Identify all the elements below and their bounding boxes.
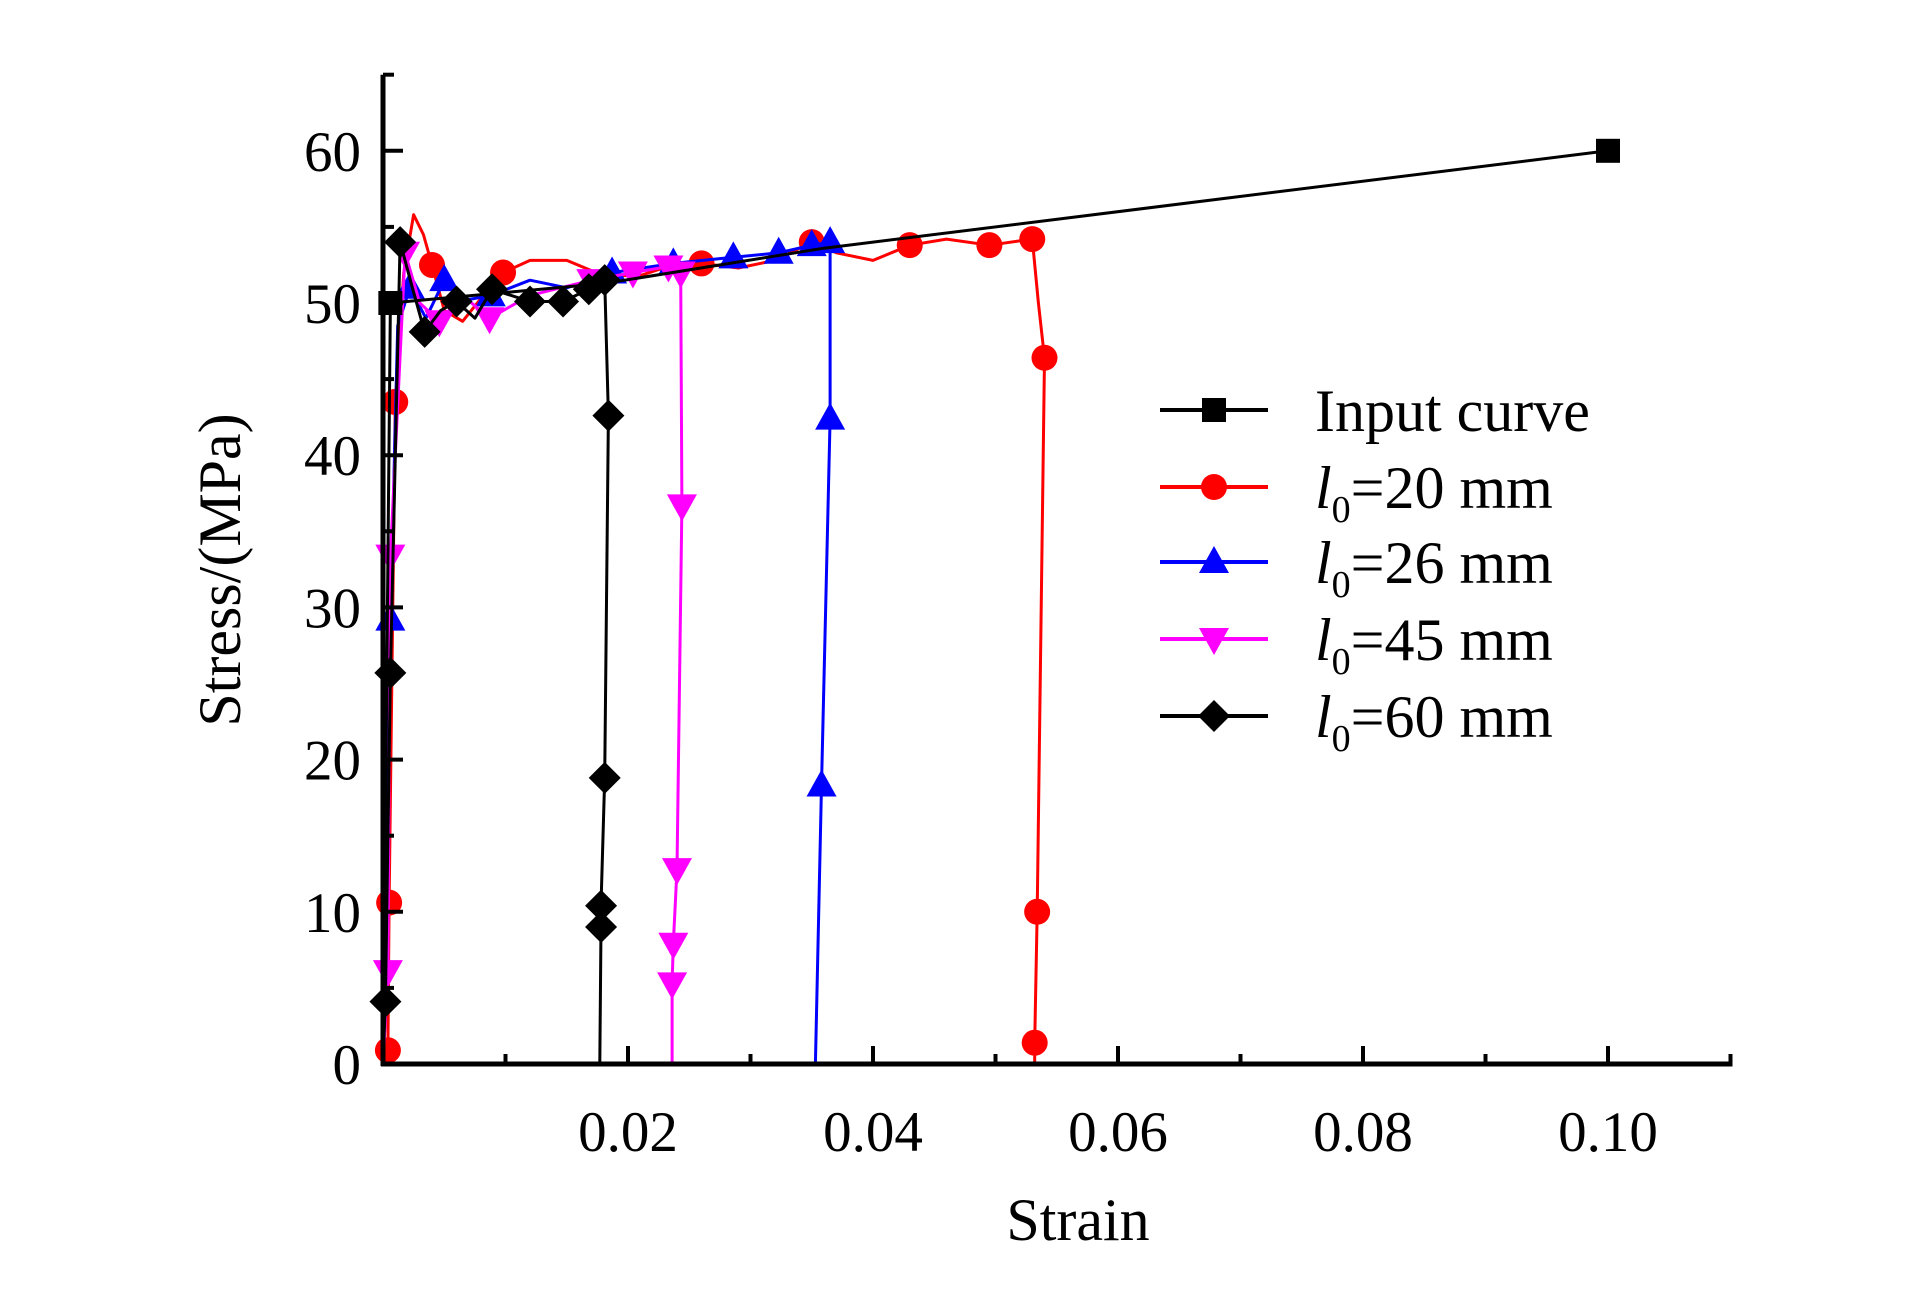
data-point-l0-45-mm <box>657 972 688 1000</box>
data-point-l0-20-mm <box>1031 344 1058 371</box>
data-point-l0-60-mm <box>588 761 621 794</box>
data-point-l0-45-mm <box>424 310 455 338</box>
legend-item-l0-20-mm: l0=20 mm <box>1160 455 1553 531</box>
legend-label-value: =20 mm <box>1351 455 1553 521</box>
series-line-l0-20-mm <box>381 213 1046 1065</box>
x-tick-label: 0.02 <box>578 1101 678 1164</box>
data-point-l0-45-mm <box>474 307 505 335</box>
legend-marker-diamond-icon <box>1198 700 1230 732</box>
data-point-l0-60-mm <box>476 273 509 306</box>
legend-item-l0-60-mm: l0=60 mm <box>1160 684 1553 760</box>
series-l0-20-mm <box>374 213 1058 1065</box>
series-l0-45-mm <box>372 241 697 1065</box>
legend-marker-triangle-up-icon <box>1199 546 1229 573</box>
data-point-l0-45-mm <box>372 960 403 988</box>
series-l0-26-mm <box>375 226 846 1065</box>
legend-marker-triangle-down-icon <box>1199 628 1229 655</box>
data-point-l0-20-mm <box>1019 226 1046 253</box>
y-tick-label: 40 <box>304 425 361 488</box>
legend-label: l0=20 mm <box>1315 455 1553 531</box>
y-axis-title: Stress/(MPa) <box>187 413 253 726</box>
x-tick-label: 0.08 <box>1313 1101 1413 1164</box>
data-point-l0-20-mm <box>419 251 445 278</box>
legend-label-symbol: l <box>1315 455 1332 521</box>
y-tick-label: 50 <box>304 273 361 336</box>
data-point-l0-20-mm <box>374 1037 401 1064</box>
y-axis-ticks: 0 10 20 30 40 50 60 <box>304 72 403 1097</box>
data-point-l0-45-mm <box>662 858 692 886</box>
data-point-l0-45-mm <box>658 932 689 960</box>
legend-item-l0-45-mm: l0=45 mm <box>1160 607 1553 683</box>
legend-label-subscript: 0 <box>1332 489 1351 531</box>
data-point-l0-60-mm <box>384 226 417 259</box>
data-point-l0-45-mm <box>375 544 406 572</box>
data-point-l0-60-mm <box>585 889 618 922</box>
data-point-l0-26-mm <box>806 769 837 797</box>
y-tick-label: 20 <box>304 730 361 793</box>
legend-item-input-curve: Input curve <box>1160 378 1590 444</box>
x-tick-label: 0.10 <box>1558 1101 1658 1164</box>
y-tick-label: 10 <box>304 882 361 945</box>
legend-label-symbol: l <box>1315 684 1332 750</box>
x-axis-title: Strain <box>1006 1187 1149 1253</box>
data-point-l0-60-mm <box>547 285 580 318</box>
data-point-l0-45-mm <box>666 494 697 522</box>
series-layer <box>369 138 1620 1065</box>
legend-label: l0=60 mm <box>1315 684 1553 760</box>
legend-label-value: =45 mm <box>1351 607 1553 673</box>
x-tick-label: 0.04 <box>823 1101 923 1164</box>
legend-label-subscript: 0 <box>1332 718 1351 760</box>
legend-label-subscript: 0 <box>1332 564 1351 606</box>
series-line-l0-60-mm <box>381 240 610 1065</box>
legend-label: Input curve <box>1315 378 1590 444</box>
series-line-input-curve <box>381 149 1609 1065</box>
y-tick-label: 60 <box>304 121 361 184</box>
legend-label-subscript: 0 <box>1332 641 1351 683</box>
data-point-l0-45-mm <box>665 261 696 289</box>
y-tick-label: 0 <box>333 1034 362 1097</box>
data-point-l0-60-mm <box>514 285 546 318</box>
data-point-l0-20-mm <box>1021 1029 1048 1056</box>
data-point-l0-45-mm <box>617 261 648 289</box>
legend-label-value: =26 mm <box>1351 530 1553 596</box>
data-point-l0-20-mm <box>1024 898 1051 925</box>
legend-label-symbol: l <box>1315 530 1332 596</box>
legend-label-value: =60 mm <box>1351 684 1553 750</box>
x-axis-ticks: 0.02 0.04 0.06 0.08 0.10 <box>503 1046 1733 1164</box>
data-point-input-curve <box>1596 138 1620 163</box>
data-point-l0-60-mm <box>592 399 625 432</box>
legend-item-l0-26-mm: l0=26 mm <box>1160 530 1553 606</box>
legend-marker-square-icon <box>1202 398 1226 422</box>
data-point-l0-60-mm <box>408 315 441 348</box>
data-point-l0-60-mm <box>588 264 621 297</box>
data-point-l0-20-mm <box>976 232 1003 259</box>
data-point-l0-26-mm <box>429 264 460 292</box>
series-input-curve <box>378 138 1620 1065</box>
legend-label: l0=45 mm <box>1315 607 1553 683</box>
legend-label-symbol: l <box>1315 607 1332 673</box>
x-tick-label: 0.06 <box>1068 1101 1168 1164</box>
data-point-l0-60-mm <box>440 285 473 318</box>
series-l0-60-mm <box>369 226 625 1065</box>
data-point-l0-26-mm <box>815 402 846 430</box>
series-line-l0-45-mm <box>381 251 684 1065</box>
data-point-l0-60-mm <box>585 911 618 944</box>
legend-marker-circle-icon <box>1201 474 1227 500</box>
axes-layer: 0.02 0.04 0.06 0.08 0.10 0 10 20 30 40 50 60 <box>304 72 1733 1164</box>
y-tick-label: 30 <box>304 577 361 640</box>
legend-label: l0=26 mm <box>1315 530 1553 606</box>
